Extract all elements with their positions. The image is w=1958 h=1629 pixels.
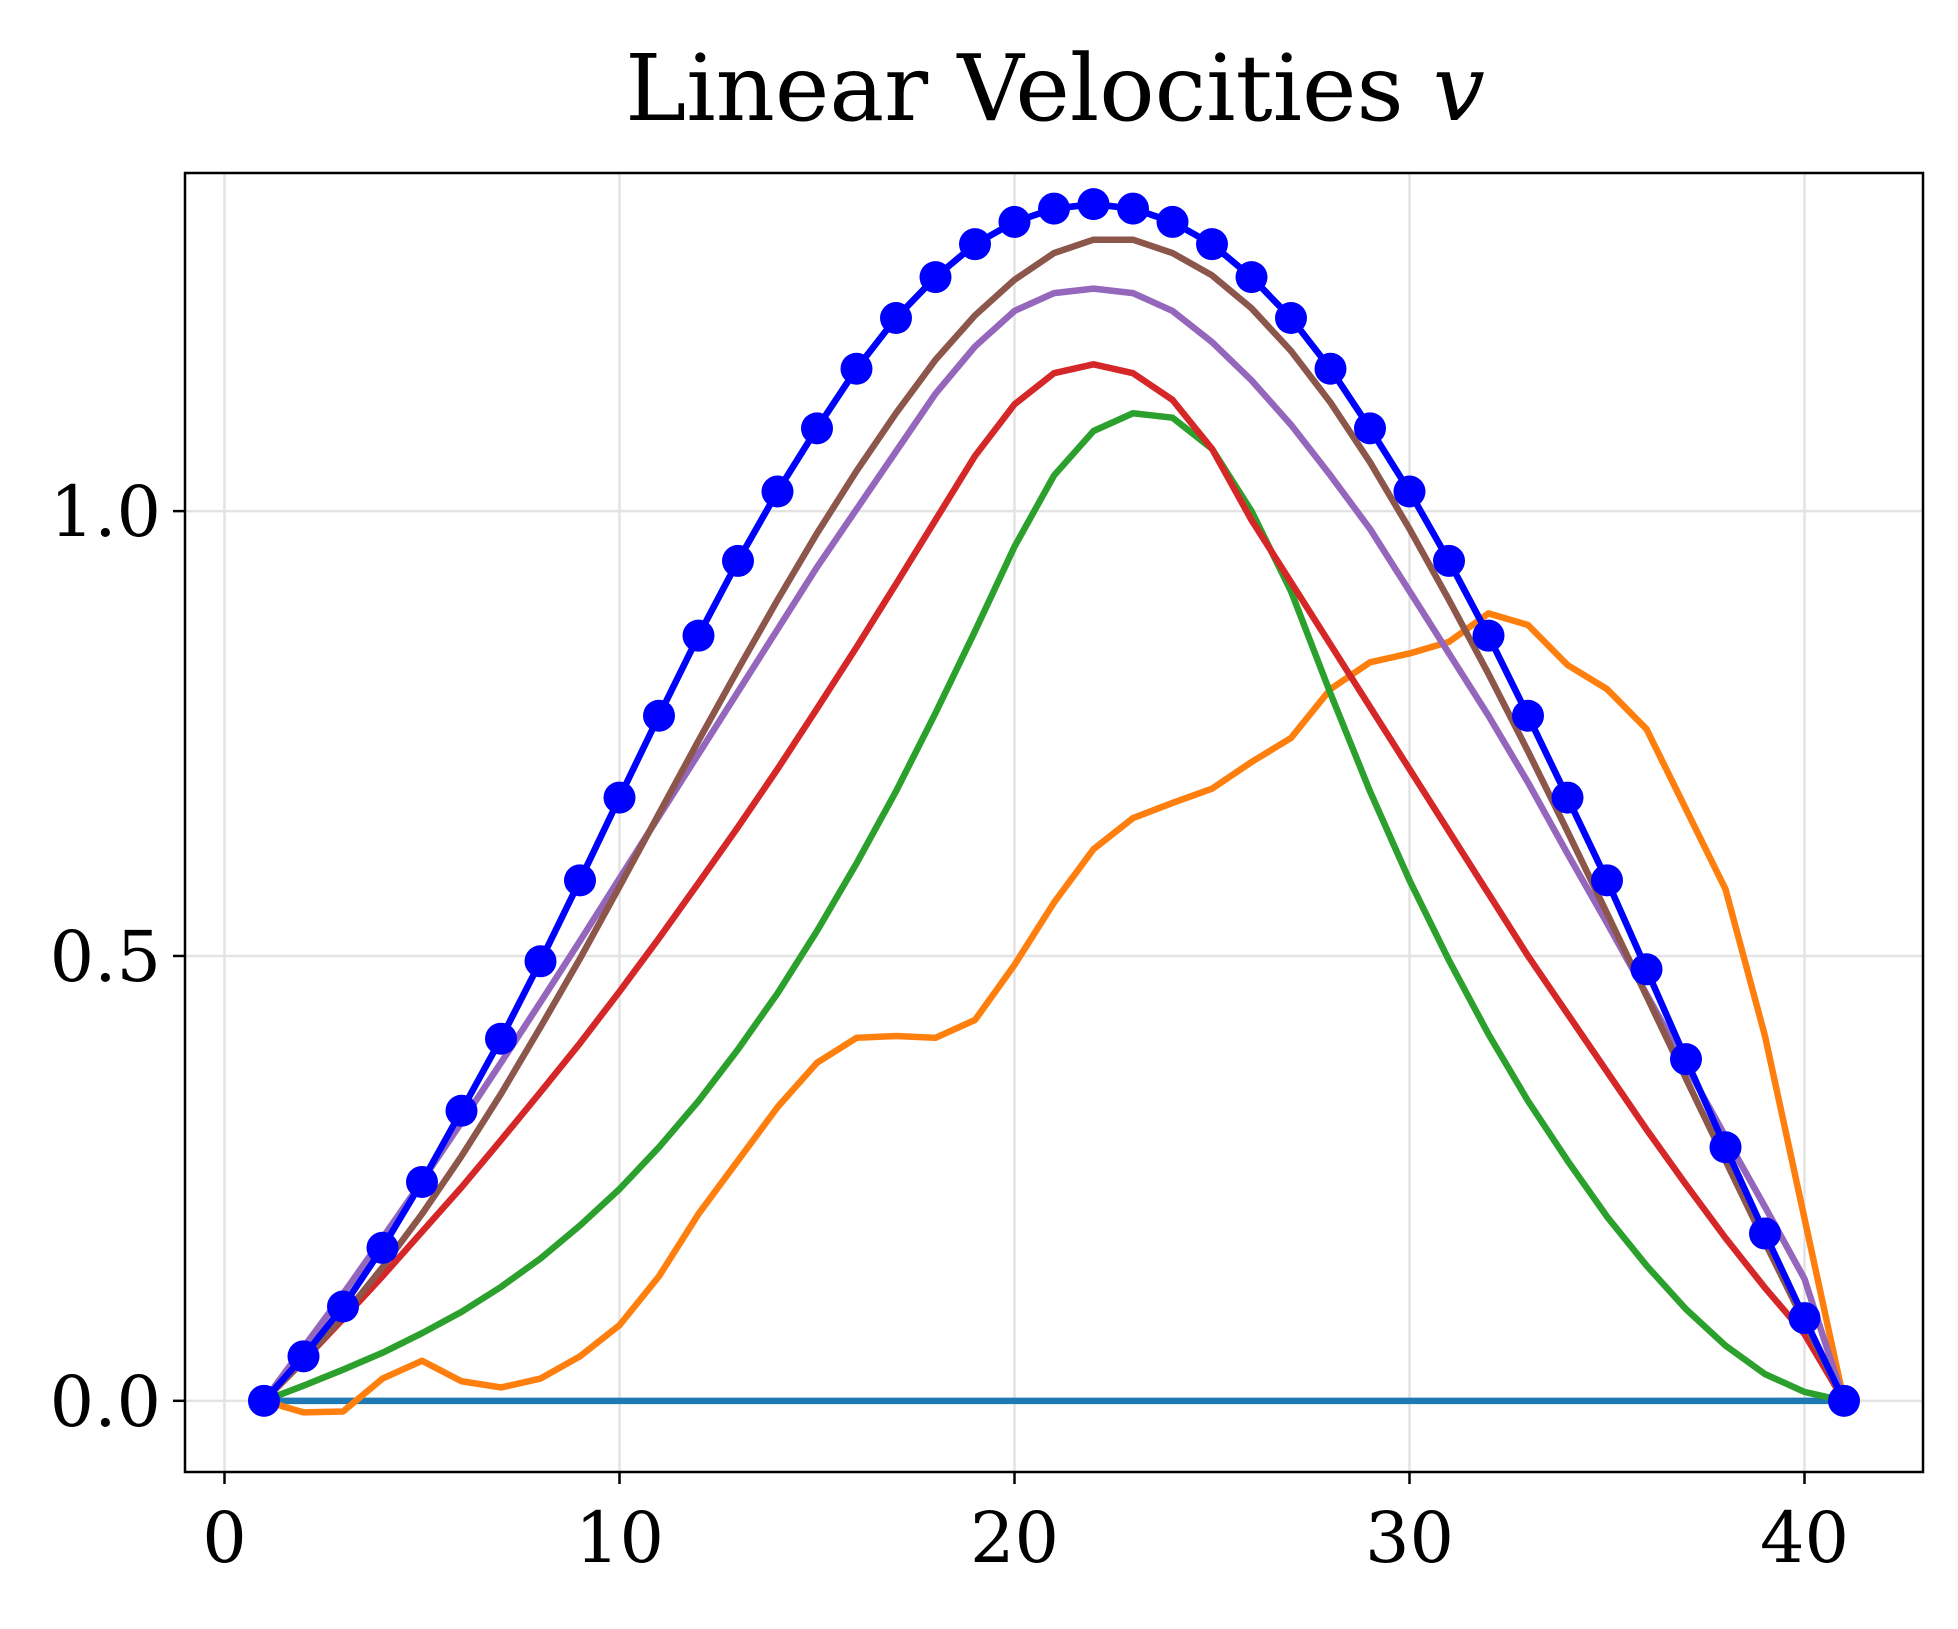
data-point-marker — [1314, 352, 1347, 385]
chart-title-variable: v — [1433, 35, 1485, 142]
data-point-marker — [366, 1231, 399, 1264]
data-point-marker — [1433, 544, 1465, 577]
data-point-marker — [248, 1384, 280, 1417]
data-point-marker — [603, 781, 636, 814]
data-point-marker — [1749, 1217, 1781, 1250]
data-point-marker — [682, 619, 715, 652]
data-point-marker — [406, 1165, 438, 1198]
data-point-marker — [1630, 953, 1663, 986]
data-point-marker — [1393, 475, 1426, 508]
data-point-marker — [1117, 192, 1149, 225]
data-point-marker — [1038, 192, 1070, 225]
data-point-marker — [801, 412, 833, 445]
data-point-marker — [1235, 261, 1268, 294]
series-line-5 — [260, 236, 1848, 1405]
data-point-marker — [840, 352, 873, 385]
y-tick-label: 0.0 — [50, 1361, 161, 1443]
data-point-marker — [722, 544, 754, 577]
y-tick-label: 1.0 — [50, 471, 161, 553]
series-line-2 — [260, 409, 1848, 1405]
data-point-marker — [919, 261, 952, 294]
chart-title: Linear Velocities v — [625, 35, 1485, 142]
data-point-marker — [1472, 619, 1505, 652]
series-line-3 — [260, 361, 1848, 1405]
data-point-marker — [1788, 1302, 1821, 1335]
data-point-marker — [959, 228, 991, 261]
data-point-marker — [287, 1340, 320, 1373]
data-point-marker — [1077, 188, 1110, 221]
data-point-marker — [1354, 412, 1386, 445]
data-point-marker — [1709, 1131, 1742, 1164]
data-point-marker — [1275, 302, 1307, 335]
data-point-marker — [1591, 864, 1623, 897]
x-tick-label: 30 — [1365, 1497, 1454, 1579]
x-tick-label: 10 — [575, 1497, 664, 1579]
markers-group — [248, 188, 1860, 1417]
data-point-marker — [485, 1022, 517, 1055]
data-point-marker — [1828, 1384, 1860, 1417]
series-line-1 — [260, 610, 1848, 1416]
data-point-marker — [524, 945, 557, 978]
x-tick-label: 40 — [1760, 1497, 1849, 1579]
x-tick-label: 0 — [202, 1497, 247, 1579]
data-point-marker — [1670, 1043, 1702, 1076]
x-tick-label: 20 — [970, 1497, 1059, 1579]
data-point-marker — [761, 475, 794, 508]
data-point-marker — [1551, 781, 1584, 814]
data-point-marker — [1196, 228, 1228, 261]
y-tick-label: 0.5 — [50, 916, 161, 998]
data-point-marker — [998, 205, 1031, 238]
data-point-marker — [1156, 205, 1189, 238]
data-point-marker — [643, 699, 675, 732]
data-point-marker — [880, 302, 912, 335]
ticks: 0 10 20 30 40 0.0 0.5 1.0 — [50, 471, 1849, 1579]
data-point-marker — [327, 1290, 359, 1323]
data-point-marker — [564, 864, 596, 897]
data-point-marker — [1512, 699, 1544, 732]
chart-title-text: Linear Velocities — [625, 35, 1404, 142]
series-line-4 — [260, 285, 1848, 1405]
axes-frame — [183, 171, 1925, 1474]
data-point-marker — [445, 1094, 478, 1127]
